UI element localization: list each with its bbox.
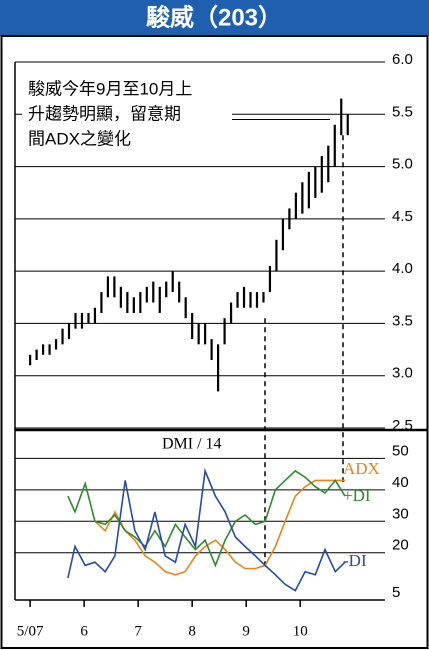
y-tick-label: 3.5 — [392, 312, 413, 329]
legend-label: +DI — [343, 486, 371, 505]
annotation-bg — [22, 74, 232, 156]
y-tick-label: 2.5 — [392, 417, 413, 434]
y-tick-label: 20 — [392, 537, 409, 554]
annotation: 駿威今年9月至10月上 — [28, 79, 192, 98]
x-tick-label: 8 — [188, 623, 196, 639]
chart-title: 駿威（203） — [146, 3, 282, 31]
y-tick-label: 30 — [392, 505, 409, 522]
x-tick-label: 6 — [80, 623, 88, 639]
legend-label: -DI — [343, 551, 367, 570]
annotation: 間ADX之變化 — [28, 129, 131, 148]
legend-label: ADX — [343, 459, 380, 478]
y-tick-label: 5.0 — [392, 156, 413, 173]
header-bar — [0, 0, 429, 36]
y-tick-label: 40 — [392, 474, 409, 491]
y-tick-label: 4.0 — [392, 260, 413, 277]
panel-title: DMI / 14 — [162, 436, 222, 453]
x-tick-label: 10 — [293, 623, 308, 639]
dmi-line — [94, 479, 345, 576]
y-tick-label: 50 — [392, 442, 409, 459]
y-tick-label: 5.5 — [392, 103, 413, 120]
y-tick-label: 6.0 — [392, 51, 413, 68]
dmi-line — [67, 469, 346, 568]
dmi-line — [67, 467, 346, 592]
y-tick-label: 3.0 — [392, 365, 413, 382]
x-tick-label: 7 — [134, 623, 142, 639]
x-tick-label: 9 — [242, 623, 250, 639]
y-tick-label: 4.5 — [392, 208, 413, 225]
x-tick-label: 5/07 — [17, 623, 44, 639]
y-tick-label: 5 — [392, 584, 400, 601]
annotation: 升趨勢明顯，留意期 — [28, 104, 181, 123]
frame — [0, 35, 429, 649]
